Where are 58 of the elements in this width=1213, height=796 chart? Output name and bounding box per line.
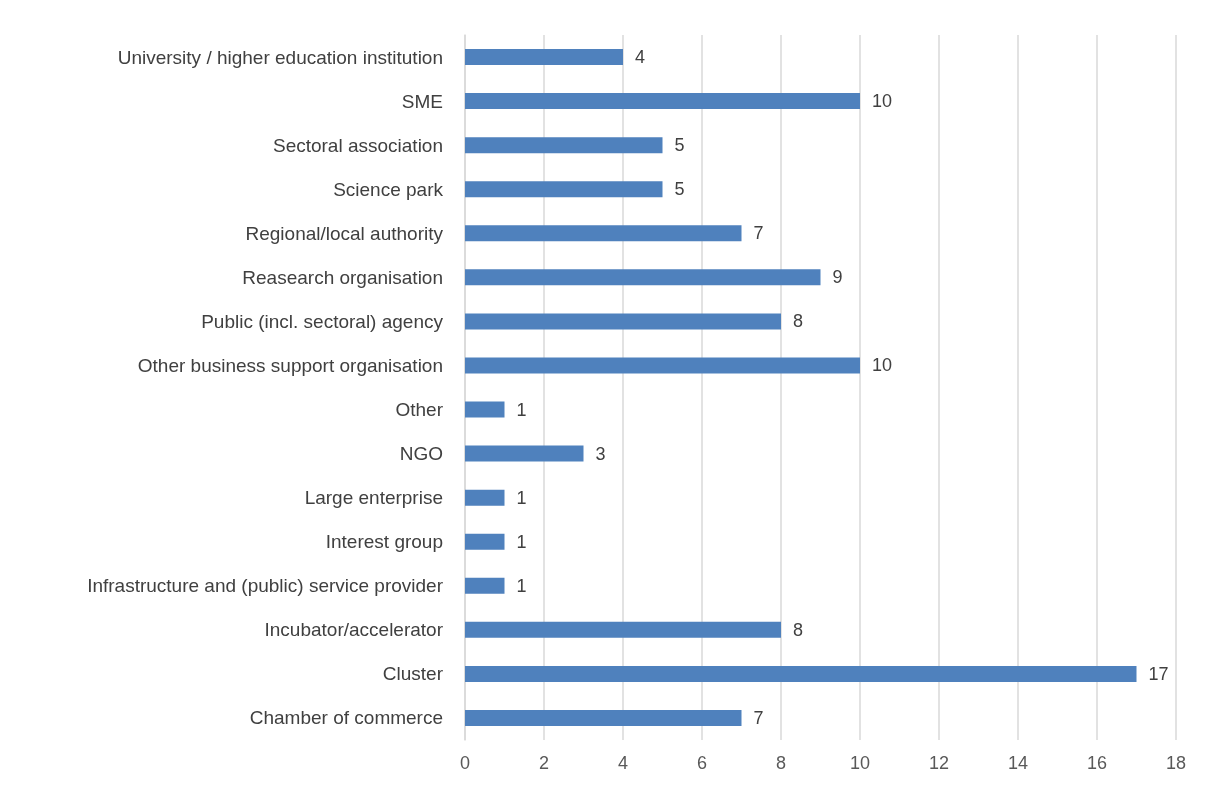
x-tick-label: 18 — [1165, 753, 1187, 773]
bar — [465, 401, 505, 418]
data-label: 1 — [516, 531, 527, 552]
bar — [465, 489, 505, 506]
y-tick-label: Public (incl. sectoral) agency — [201, 310, 444, 332]
y-tick-label: Science park — [333, 178, 444, 200]
x-tick-label: 14 — [1007, 753, 1029, 773]
bar — [465, 181, 663, 198]
data-label: 7 — [753, 707, 764, 728]
y-tick-label: Other business support organisation — [137, 354, 443, 376]
bar — [465, 445, 584, 462]
data-label: 3 — [595, 443, 606, 464]
data-label: 5 — [674, 179, 685, 200]
x-tick-label: 2 — [538, 753, 550, 773]
data-label: 1 — [516, 487, 527, 508]
y-tick-label: Chamber of commerce — [249, 707, 443, 729]
x-tick-label: 12 — [928, 753, 950, 773]
x-tick-label: 4 — [617, 753, 629, 773]
y-tick-label: Large enterprise — [304, 487, 443, 509]
bar — [465, 137, 663, 154]
y-tick-label: Reasearch organisation — [242, 266, 443, 288]
x-tick-label: 0 — [459, 753, 471, 773]
data-label: 10 — [872, 355, 893, 376]
data-label: 17 — [1148, 663, 1169, 684]
y-tick-label: NGO — [399, 443, 443, 465]
y-tick-label: Sectoral association — [272, 134, 443, 156]
bar — [465, 269, 821, 286]
x-tick-label: 16 — [1086, 753, 1108, 773]
data-label: 4 — [635, 47, 646, 68]
bar — [465, 49, 623, 66]
y-tick-label: University / higher education institution — [117, 46, 443, 68]
data-label: 8 — [793, 619, 804, 640]
data-label: 7 — [753, 223, 764, 244]
bar — [465, 665, 1137, 682]
bar — [465, 533, 505, 550]
y-tick-label: Infrastructure and (public) service provider — [87, 575, 444, 597]
bar — [465, 93, 860, 110]
bar — [465, 621, 781, 638]
bar — [465, 577, 505, 594]
bar — [465, 709, 742, 726]
x-tick-label: 6 — [696, 753, 708, 773]
bar — [465, 357, 860, 374]
y-tick-label: Cluster — [382, 663, 444, 685]
data-label: 1 — [516, 575, 527, 596]
bar — [465, 313, 781, 330]
data-label: 8 — [793, 311, 804, 332]
y-tick-label: Incubator/accelerator — [264, 619, 444, 641]
y-tick-label: Other — [395, 399, 444, 421]
x-tick-label: 10 — [849, 753, 871, 773]
y-tick-label: SME — [401, 90, 443, 112]
bar — [465, 225, 742, 242]
y-tick-label: Interest group — [325, 531, 443, 553]
y-tick-label: Regional/local authority — [245, 222, 444, 244]
data-label: 9 — [832, 267, 843, 288]
data-label: 5 — [674, 135, 685, 156]
data-label: 1 — [516, 399, 527, 420]
x-tick-label: 8 — [775, 753, 787, 773]
data-label: 10 — [872, 91, 893, 112]
